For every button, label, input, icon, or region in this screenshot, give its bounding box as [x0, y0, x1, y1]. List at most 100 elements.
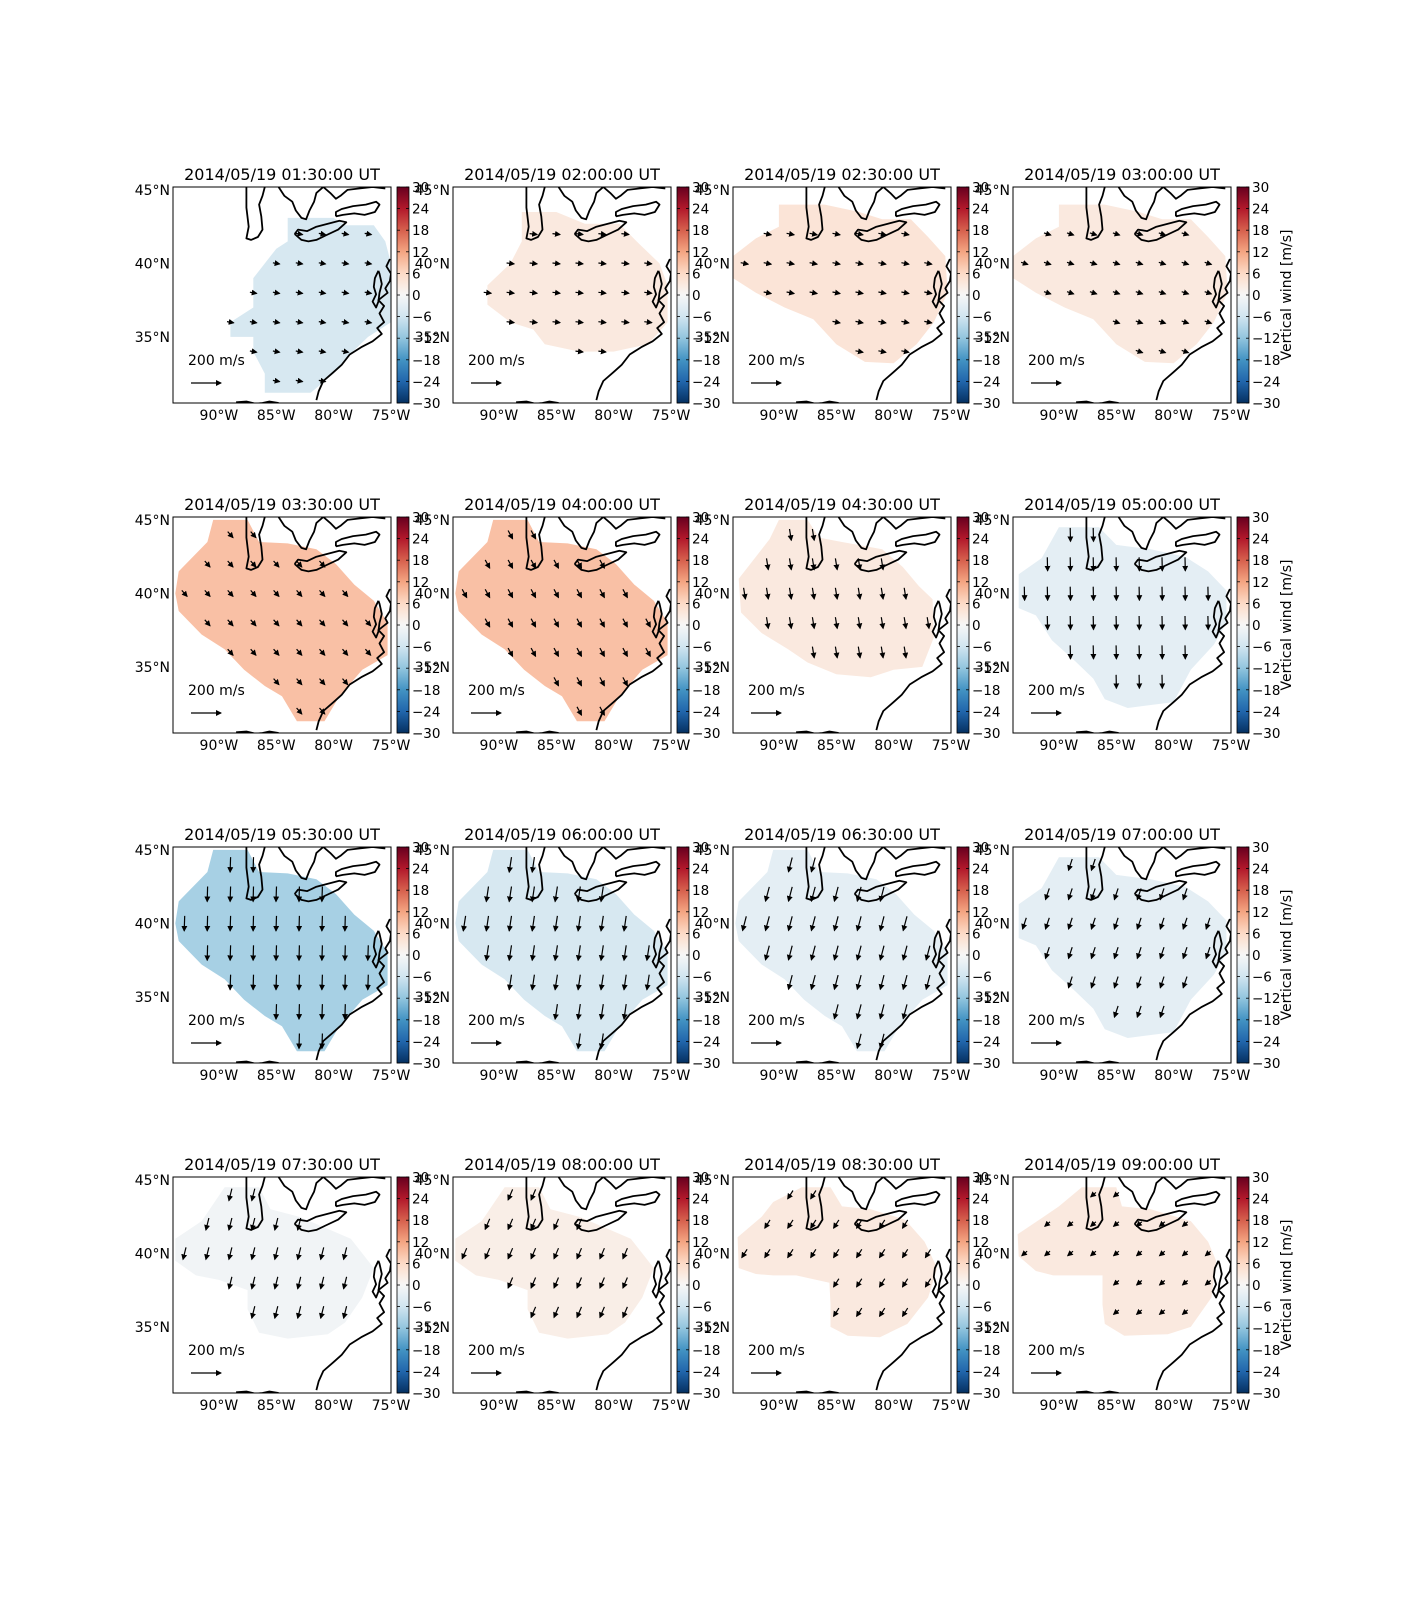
wind-vector — [878, 318, 887, 325]
colorbar-tick-label: −30 — [1252, 396, 1281, 412]
wind-vector — [832, 945, 839, 961]
wind-vector — [855, 945, 862, 961]
coastline — [875, 918, 951, 1061]
wind-vector — [1044, 947, 1050, 960]
colorbar-tick-label: 24 — [972, 862, 989, 878]
lat-tick-label: 35°N — [415, 990, 450, 1006]
vertical-wind-region — [487, 212, 668, 352]
coastline — [371, 930, 383, 969]
wind-vector — [529, 974, 536, 991]
colorbar-tick-label: −24 — [412, 704, 441, 720]
wind-vector — [924, 1278, 932, 1288]
lat-tick-label: 40°N — [695, 1246, 730, 1262]
lat-tick-label: 45°N — [415, 183, 450, 199]
lon-tick-label: 80°W — [594, 408, 633, 424]
lat-tick-label: 35°N — [415, 660, 450, 676]
coastline — [1085, 847, 1106, 901]
wind-vector — [273, 560, 280, 568]
wind-vector — [1135, 1250, 1143, 1257]
wind-vector — [786, 260, 796, 267]
wind-vector — [832, 916, 839, 932]
wind-vector — [833, 1307, 840, 1318]
colorbar-tick-label: −12 — [412, 1321, 441, 1337]
wind-vector — [552, 974, 559, 991]
wind-vector — [855, 230, 864, 237]
wind-vector — [833, 558, 840, 571]
coastline — [1155, 918, 1231, 1061]
colorbar-tick-label: −24 — [692, 1034, 721, 1050]
wind-vector — [901, 348, 910, 355]
map-frame — [732, 846, 952, 1064]
wind-vector — [250, 1276, 256, 1290]
wind-vector — [507, 1277, 514, 1289]
map-panel: 2014/05/19 05:30:00 UT 200 m/s 45°N 40°N 35°… — [135, 825, 441, 1084]
colorbar-tick-label: −18 — [412, 1343, 441, 1359]
coastline — [1175, 200, 1221, 218]
coastline — [1162, 1177, 1226, 1190]
lat-tick-label: 40°N — [975, 256, 1010, 272]
wind-vector — [296, 1276, 302, 1290]
colorbar-tick-label: −18 — [972, 1013, 1001, 1029]
lon-tick-label: 85°W — [817, 1398, 856, 1414]
map-panel: 2014/05/19 01:30:00 UT 200 m/s 45°N 40°N 35°… — [135, 165, 441, 424]
coastline — [557, 847, 604, 881]
wind-vector — [809, 974, 816, 991]
wind-vector — [204, 1247, 211, 1261]
wind-vector — [250, 1247, 256, 1261]
coastline — [573, 879, 628, 903]
map-panel: 2014/05/19 07:30:00 UT 200 m/s 45°N 40°N 35°… — [135, 1155, 441, 1414]
lon-tick-label: 85°W — [537, 738, 576, 754]
colorbar-tick-label: 30 — [1252, 1170, 1269, 1186]
lon-tick-label: 75°W — [1212, 408, 1251, 424]
wind-vector — [250, 1217, 256, 1231]
scale-label: 200 m/s — [468, 683, 525, 699]
map-frame — [1012, 846, 1232, 1064]
wind-vector — [319, 648, 326, 656]
colorbar-tick-label: 24 — [1252, 862, 1269, 878]
colorbar-tick-label: −12 — [972, 661, 1001, 677]
wind-vector — [878, 945, 885, 961]
wind-vector — [644, 260, 653, 267]
wind-vector — [506, 289, 516, 296]
wind-vector — [318, 377, 327, 384]
wind-vector — [644, 945, 651, 962]
coastline — [371, 600, 383, 639]
wind-vector — [553, 1247, 560, 1260]
wind-vector — [1158, 1250, 1166, 1257]
map-panel: 2014/05/19 07:00:00 UT 200 m/s 45°N 40°N 35°… — [975, 825, 1295, 1084]
colorbar-tick-label: −12 — [972, 991, 1001, 1007]
colorbar-tick-label: 24 — [1252, 202, 1269, 218]
wind-vector — [250, 1188, 256, 1202]
colorbar-tick-label: 30 — [692, 510, 709, 526]
wind-vector — [575, 974, 582, 991]
coastline — [895, 860, 941, 878]
colorbar-tick-label: −6 — [692, 310, 712, 326]
coastline — [602, 847, 666, 860]
colorbar-tick-label: −30 — [1252, 1056, 1281, 1072]
coastline — [837, 187, 884, 221]
colorbar-tick-label: 30 — [1252, 180, 1269, 196]
wind-vector — [763, 289, 773, 296]
lat-tick-label: 45°N — [975, 843, 1010, 859]
lat-tick-label: 35°N — [135, 1320, 170, 1336]
colorbar-tick-label: 18 — [1252, 223, 1269, 239]
colorbar-tick-label: 24 — [412, 532, 429, 548]
colorbar-tick-label: 0 — [412, 948, 421, 964]
wind-vector — [901, 1248, 909, 1259]
coastline — [516, 1060, 559, 1063]
coastline — [796, 730, 839, 733]
coastline — [1133, 879, 1188, 903]
wind-vector — [1067, 947, 1073, 960]
lon-tick-label: 90°W — [1040, 1068, 1079, 1084]
wind-vector — [1089, 289, 1098, 296]
lat-tick-label: 35°N — [695, 660, 730, 676]
wind-vector — [621, 230, 630, 237]
lat-tick-label: 35°N — [135, 990, 170, 1006]
lat-tick-label: 45°N — [695, 513, 730, 529]
wind-vector — [576, 1306, 583, 1319]
wind-vector — [1181, 976, 1188, 989]
wind-vector — [273, 619, 280, 627]
colorbar-tick-label: −24 — [692, 374, 721, 390]
coastline — [895, 530, 941, 548]
